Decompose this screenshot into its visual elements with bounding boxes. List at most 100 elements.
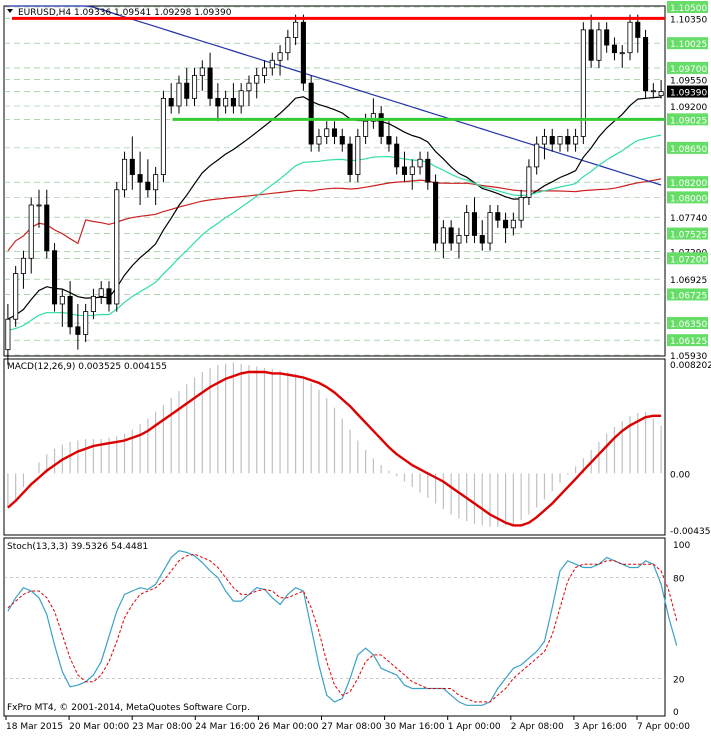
stoch-tick-label: 100: [673, 541, 690, 551]
candle-body: [106, 288, 112, 305]
candle-body: [347, 143, 353, 175]
candle-body: [573, 136, 579, 145]
candle-body: [526, 166, 532, 198]
candle-body: [261, 67, 268, 76]
candle-body: [487, 212, 493, 244]
candle-body: [495, 212, 501, 221]
candle-body: [580, 29, 586, 137]
candle-body: [510, 219, 516, 229]
candle-body: [471, 212, 478, 236]
price-tick-label: 1.10025: [670, 40, 707, 50]
price-tick-label: 1.08650: [670, 145, 707, 155]
candle-body: [658, 91, 664, 97]
copyright-text: FxPro MT4, © 2001-2014, MetaQuotes Softw…: [7, 703, 250, 713]
candle-body: [394, 143, 400, 168]
candle-body: [137, 174, 143, 183]
price-tick-label: 1.06925: [670, 276, 707, 286]
current-price-box: [667, 85, 708, 98]
x-tick-label: 26 Mar 00:00: [258, 722, 318, 732]
candle-body: [378, 113, 384, 137]
symbol-header: EURUSD,H4 1.09336 1.09541 1.09298 1.0939…: [18, 8, 232, 18]
x-tick-label: 7 Apr 00:00: [637, 722, 690, 732]
candle-body: [277, 52, 283, 61]
price-label-box: [667, 61, 708, 74]
candle-body: [160, 97, 166, 175]
price-label-box: [667, 1, 708, 13]
candle-body: [588, 29, 594, 61]
price-label-box: [667, 176, 708, 189]
candle-body: [557, 136, 563, 145]
x-tick-label: 30 Mar 16:00: [385, 722, 445, 732]
candle-body: [324, 128, 330, 137]
x-tick-label: 1 Apr 00:00: [448, 722, 501, 732]
candle-body: [409, 166, 415, 175]
candle-body: [114, 189, 120, 305]
candle-body: [518, 196, 524, 221]
candle-body: [650, 90, 656, 93]
candle-body: [425, 158, 431, 183]
price-tick-label: 1.08200: [670, 179, 707, 189]
stoch-tick-label: 20: [673, 675, 685, 685]
candle-body: [98, 288, 104, 297]
candle-body: [479, 235, 485, 244]
candle-body: [168, 97, 174, 107]
candle-body: [176, 82, 182, 107]
candle-body: [285, 37, 291, 54]
price-label-box: [667, 191, 708, 204]
candle-body: [5, 318, 11, 351]
x-tick-label: 20 Mar 00:00: [69, 722, 129, 732]
candle-body: [417, 158, 423, 168]
candle-body: [503, 219, 509, 229]
candle-body: [440, 227, 446, 244]
candle-body: [230, 97, 236, 107]
price-tick-label: 1.09700: [670, 65, 707, 75]
price-tick-label: 1.08000: [670, 194, 707, 204]
candle-body: [611, 44, 617, 54]
candle-body: [541, 136, 548, 145]
price-label-box: [667, 334, 708, 347]
candle-body: [75, 326, 81, 335]
candle-body: [121, 158, 128, 191]
candle-body: [28, 204, 34, 259]
candle-body: [145, 181, 151, 191]
candle-body: [534, 143, 540, 168]
candle-body: [293, 21, 299, 38]
candle-body: [184, 82, 190, 99]
price-tick-label: 1.07525: [670, 231, 707, 241]
candle-body: [643, 37, 649, 92]
price-panel-frame: [3, 5, 666, 357]
candle-body: [300, 21, 306, 84]
price-tick-label: 1.06350: [670, 320, 707, 330]
candle-body: [254, 75, 260, 84]
candle-body: [355, 136, 361, 175]
macd-tick-label: -0.004352: [670, 527, 711, 537]
candle-body: [238, 90, 244, 107]
x-tick-label: 23 Mar 08:00: [132, 722, 192, 732]
stoch-title: Stoch(13,3,3) 39.5326 54.4481: [7, 542, 148, 552]
candle-body: [619, 52, 625, 55]
stoch-signal-line: [7, 553, 678, 703]
x-tick-label: 27 Mar 08:00: [322, 722, 382, 732]
candle-body: [401, 166, 408, 175]
x-tick-label: 18 Mar 2015: [6, 722, 63, 732]
candle-body: [308, 82, 314, 145]
candle-body: [433, 181, 439, 244]
price-tick-label: 1.07740: [670, 214, 707, 224]
candle-body: [627, 21, 633, 54]
stoch-tick-label: 0: [673, 708, 679, 718]
price-tick-label: 1.09550: [670, 76, 707, 86]
candle-body: [13, 273, 19, 320]
candle-body: [565, 136, 571, 145]
candle-body: [44, 204, 50, 252]
price-tick-label: 1.07200: [670, 255, 707, 265]
candle-body: [199, 67, 205, 76]
stoch-main-line: [7, 550, 678, 706]
candle-body: [464, 212, 470, 236]
price-label-box: [667, 141, 708, 154]
candle-body: [269, 59, 275, 69]
candle-body: [36, 204, 42, 207]
price-label-box: [667, 37, 708, 50]
candle-body: [331, 128, 338, 137]
